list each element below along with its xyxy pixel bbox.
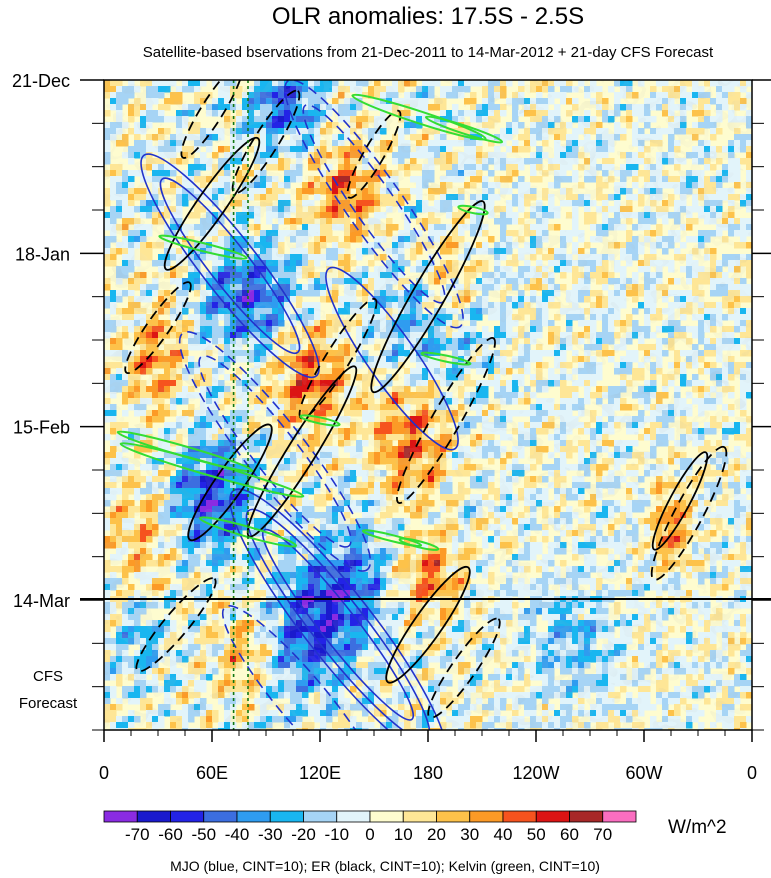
plot-area — [80, 79, 771, 731]
chart-subtitle: Satellite-based bservations from 21-Dec-… — [143, 44, 714, 61]
chart-title: OLR anomalies: 17.5S - 2.5S — [272, 3, 584, 30]
